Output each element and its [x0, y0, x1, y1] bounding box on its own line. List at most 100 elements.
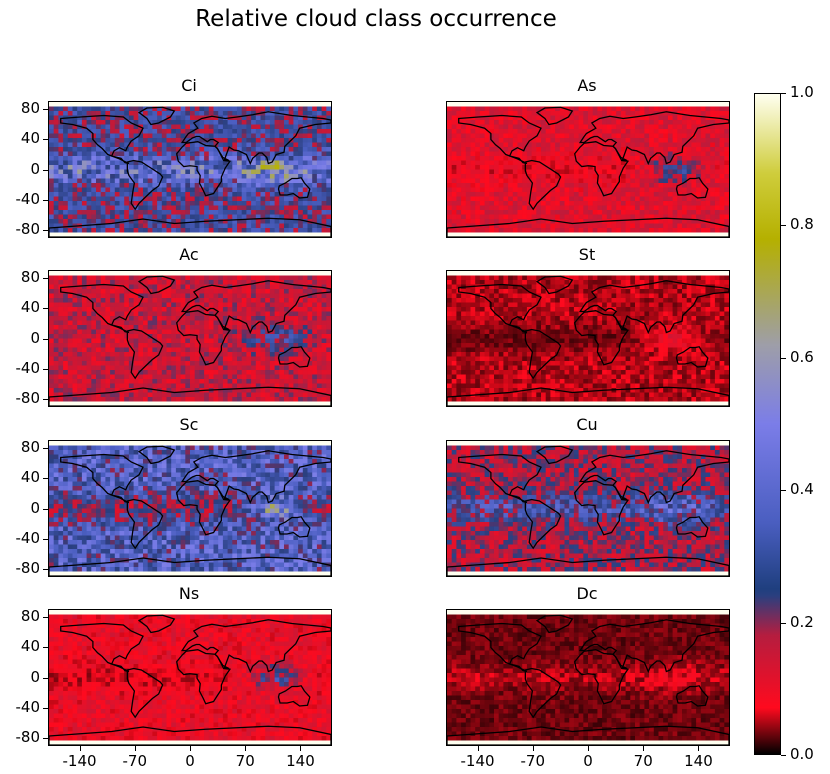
heatmap-cell — [208, 156, 214, 161]
heatmap-cell — [241, 232, 247, 237]
heatmap-cell — [199, 223, 205, 229]
heatmap-cell — [246, 205, 252, 211]
heatmap-cell — [326, 271, 331, 276]
heatmap-cell — [634, 223, 641, 229]
heatmap-cell — [479, 156, 486, 161]
heatmap-cell — [265, 228, 271, 233]
heatmap-cell — [284, 147, 290, 152]
heatmap-cell — [489, 151, 495, 157]
heatmap-cell — [279, 160, 285, 166]
heatmap-cell — [588, 147, 594, 152]
heatmap-cell — [550, 102, 556, 107]
heatmap-cell — [307, 320, 313, 326]
heatmap-cell — [616, 106, 622, 112]
heatmap-cell — [321, 106, 327, 112]
heatmap-cell — [204, 343, 210, 348]
heatmap-cell — [321, 298, 327, 303]
heatmap-cell — [260, 142, 266, 148]
heatmap-cell — [724, 142, 729, 148]
heatmap-cell — [147, 115, 153, 121]
heatmap-cell — [298, 156, 304, 161]
heatmap-cell — [100, 214, 106, 220]
heatmap-cell — [616, 133, 622, 139]
heatmap-cell — [465, 142, 471, 148]
heatmap-cell — [559, 174, 565, 179]
heatmap-cell — [302, 360, 308, 366]
heatmap-cell — [691, 169, 697, 175]
heatmap-cell — [143, 352, 149, 357]
heatmap-cell — [710, 129, 716, 134]
heatmap-cell — [663, 223, 669, 229]
heatmap-cell — [63, 218, 69, 224]
heatmap-cell — [95, 370, 102, 375]
heatmap-cell — [246, 316, 252, 321]
heatmap-cell — [100, 160, 106, 166]
heatmap-cell — [293, 293, 299, 299]
heatmap-cell — [53, 347, 59, 353]
heatmap-cell — [321, 228, 327, 233]
heatmap-cell — [316, 169, 323, 175]
heatmap-cell — [630, 142, 636, 148]
heatmap-cell — [298, 338, 304, 344]
heatmap-cell — [573, 124, 580, 130]
heatmap-cell — [128, 183, 135, 188]
heatmap-cell — [119, 110, 125, 116]
heatmap-cell — [691, 106, 697, 112]
heatmap-cell — [255, 129, 261, 134]
heatmap-cell — [236, 201, 243, 206]
heatmap-cell — [128, 110, 135, 116]
heatmap-cell — [255, 174, 261, 179]
heatmap-cell — [298, 279, 304, 285]
heatmap-cell — [246, 320, 252, 326]
heatmap-cell — [72, 311, 78, 317]
heatmap-cell — [260, 164, 266, 170]
heatmap-cell — [199, 151, 205, 157]
heatmap-cell — [77, 370, 83, 375]
heatmap-cell — [232, 365, 238, 371]
heatmap-cell — [630, 196, 636, 202]
heatmap-cell — [227, 187, 233, 193]
heatmap-cell — [298, 205, 304, 211]
heatmap-cell — [124, 124, 130, 130]
heatmap-cell — [81, 102, 88, 107]
heatmap-cell — [269, 289, 276, 294]
heatmap-cell — [260, 160, 266, 166]
heatmap-cell — [686, 223, 692, 229]
coastline — [573, 141, 630, 197]
heatmap-cell — [714, 187, 721, 193]
heatmap-cell — [171, 275, 177, 281]
heatmap-cell — [719, 223, 725, 229]
heatmap-cell — [58, 228, 64, 233]
heatmap-cell — [498, 142, 504, 148]
heatmap-cell — [583, 169, 589, 175]
heatmap-cell — [265, 106, 271, 112]
heatmap-cell — [321, 142, 327, 148]
heatmap-cell — [218, 218, 224, 224]
heatmap-cell — [147, 228, 153, 233]
heatmap-cell — [545, 223, 551, 229]
heatmap-cell — [91, 325, 97, 330]
heatmap-cell — [152, 343, 158, 348]
heatmap-cell — [269, 360, 276, 366]
heatmap-cell — [658, 102, 664, 107]
heatmap-cell — [321, 191, 327, 197]
heatmap-cell — [67, 271, 73, 276]
heatmap-cell — [236, 343, 243, 348]
heatmap-cell — [119, 329, 125, 335]
heatmap-cell — [199, 333, 205, 339]
heatmap-cell — [251, 333, 257, 339]
heatmap-cell — [58, 333, 64, 339]
heatmap-cell — [218, 360, 224, 366]
heatmap-cell — [279, 137, 285, 143]
heatmap-cell — [284, 115, 290, 121]
heatmap-cell — [719, 156, 725, 161]
heatmap-cell — [218, 311, 224, 317]
heatmap-cell — [171, 311, 177, 317]
heatmap-cell — [190, 196, 196, 202]
heatmap-cell — [204, 137, 210, 143]
heatmap-cell — [274, 360, 280, 366]
heatmap-cell — [307, 151, 313, 157]
heatmap-cell — [49, 106, 55, 112]
heatmap-cell — [526, 187, 533, 193]
heatmap-cell — [724, 178, 729, 184]
